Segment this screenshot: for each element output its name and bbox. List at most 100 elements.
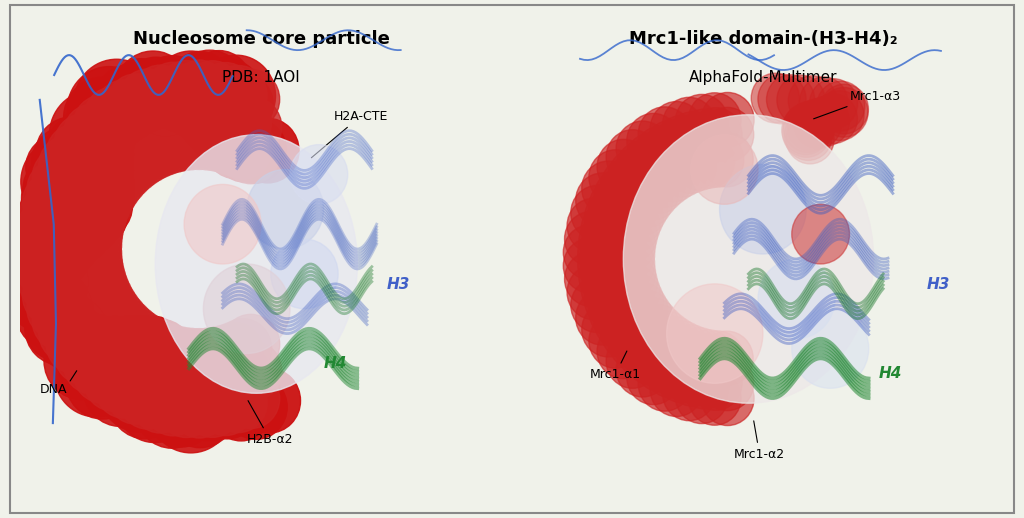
Circle shape [70, 99, 135, 166]
Circle shape [17, 239, 75, 299]
Circle shape [72, 178, 129, 238]
Circle shape [158, 378, 215, 438]
Circle shape [144, 62, 202, 122]
Circle shape [84, 87, 141, 147]
Circle shape [4, 234, 80, 312]
Circle shape [594, 169, 647, 223]
Circle shape [72, 138, 134, 203]
Circle shape [570, 278, 624, 333]
Circle shape [167, 356, 229, 421]
Circle shape [802, 96, 850, 146]
Circle shape [664, 325, 717, 379]
Circle shape [49, 91, 135, 179]
Circle shape [607, 198, 660, 253]
Circle shape [589, 150, 642, 205]
Circle shape [15, 212, 74, 272]
Circle shape [183, 61, 242, 120]
Circle shape [96, 65, 159, 130]
Circle shape [589, 284, 642, 339]
Circle shape [137, 89, 196, 149]
Circle shape [563, 238, 616, 293]
Circle shape [73, 308, 130, 368]
Circle shape [655, 321, 709, 376]
Circle shape [206, 322, 263, 382]
Circle shape [625, 330, 678, 385]
Circle shape [570, 185, 624, 240]
Circle shape [14, 253, 77, 318]
Circle shape [650, 102, 703, 156]
Circle shape [809, 94, 857, 143]
Circle shape [210, 376, 272, 441]
Circle shape [65, 233, 123, 293]
Circle shape [594, 295, 647, 349]
Circle shape [6, 213, 85, 294]
Circle shape [127, 92, 184, 152]
Circle shape [53, 159, 112, 218]
Circle shape [152, 51, 229, 132]
Circle shape [639, 311, 692, 365]
Circle shape [603, 246, 655, 301]
Circle shape [788, 76, 837, 125]
Circle shape [210, 363, 280, 435]
Circle shape [720, 165, 806, 254]
Circle shape [675, 94, 728, 149]
Circle shape [16, 283, 80, 348]
Circle shape [143, 113, 201, 173]
Circle shape [52, 106, 132, 189]
Text: Mrc1-like domain-(H3-H4)₂: Mrc1-like domain-(H3-H4)₂ [629, 30, 897, 48]
Circle shape [15, 193, 78, 258]
Circle shape [616, 140, 669, 195]
Circle shape [635, 337, 687, 392]
Circle shape [54, 325, 112, 384]
Circle shape [74, 95, 131, 155]
Circle shape [237, 118, 299, 183]
Circle shape [270, 239, 338, 309]
Circle shape [621, 290, 673, 345]
Circle shape [110, 365, 181, 439]
Circle shape [97, 108, 155, 167]
Circle shape [222, 314, 280, 374]
Circle shape [52, 312, 115, 376]
Circle shape [682, 134, 734, 189]
Circle shape [222, 69, 280, 129]
Circle shape [23, 172, 80, 232]
Circle shape [607, 265, 660, 320]
Circle shape [9, 193, 91, 278]
Circle shape [578, 238, 631, 292]
Circle shape [163, 371, 238, 448]
Circle shape [247, 169, 324, 249]
Circle shape [105, 67, 166, 130]
Circle shape [800, 77, 848, 126]
Circle shape [608, 314, 660, 369]
Circle shape [603, 217, 655, 272]
Circle shape [136, 374, 208, 448]
Circle shape [143, 325, 201, 385]
Circle shape [47, 307, 110, 371]
Circle shape [17, 271, 77, 334]
Ellipse shape [624, 115, 873, 403]
Circle shape [63, 335, 121, 394]
Circle shape [43, 248, 100, 307]
Circle shape [80, 122, 138, 182]
Circle shape [19, 253, 77, 312]
Circle shape [137, 349, 196, 409]
Circle shape [110, 59, 172, 123]
Circle shape [25, 291, 97, 365]
Circle shape [597, 139, 650, 194]
Circle shape [85, 284, 142, 344]
Circle shape [131, 373, 189, 433]
Circle shape [111, 315, 173, 380]
Circle shape [700, 107, 754, 162]
Circle shape [17, 179, 92, 256]
Circle shape [106, 365, 165, 424]
Circle shape [783, 103, 831, 152]
Circle shape [673, 327, 726, 382]
Circle shape [132, 68, 199, 137]
Circle shape [72, 164, 134, 228]
Text: H3: H3 [927, 277, 950, 292]
Circle shape [191, 59, 262, 132]
Circle shape [663, 366, 716, 421]
Circle shape [54, 114, 112, 174]
Circle shape [34, 285, 93, 347]
Circle shape [602, 236, 654, 291]
